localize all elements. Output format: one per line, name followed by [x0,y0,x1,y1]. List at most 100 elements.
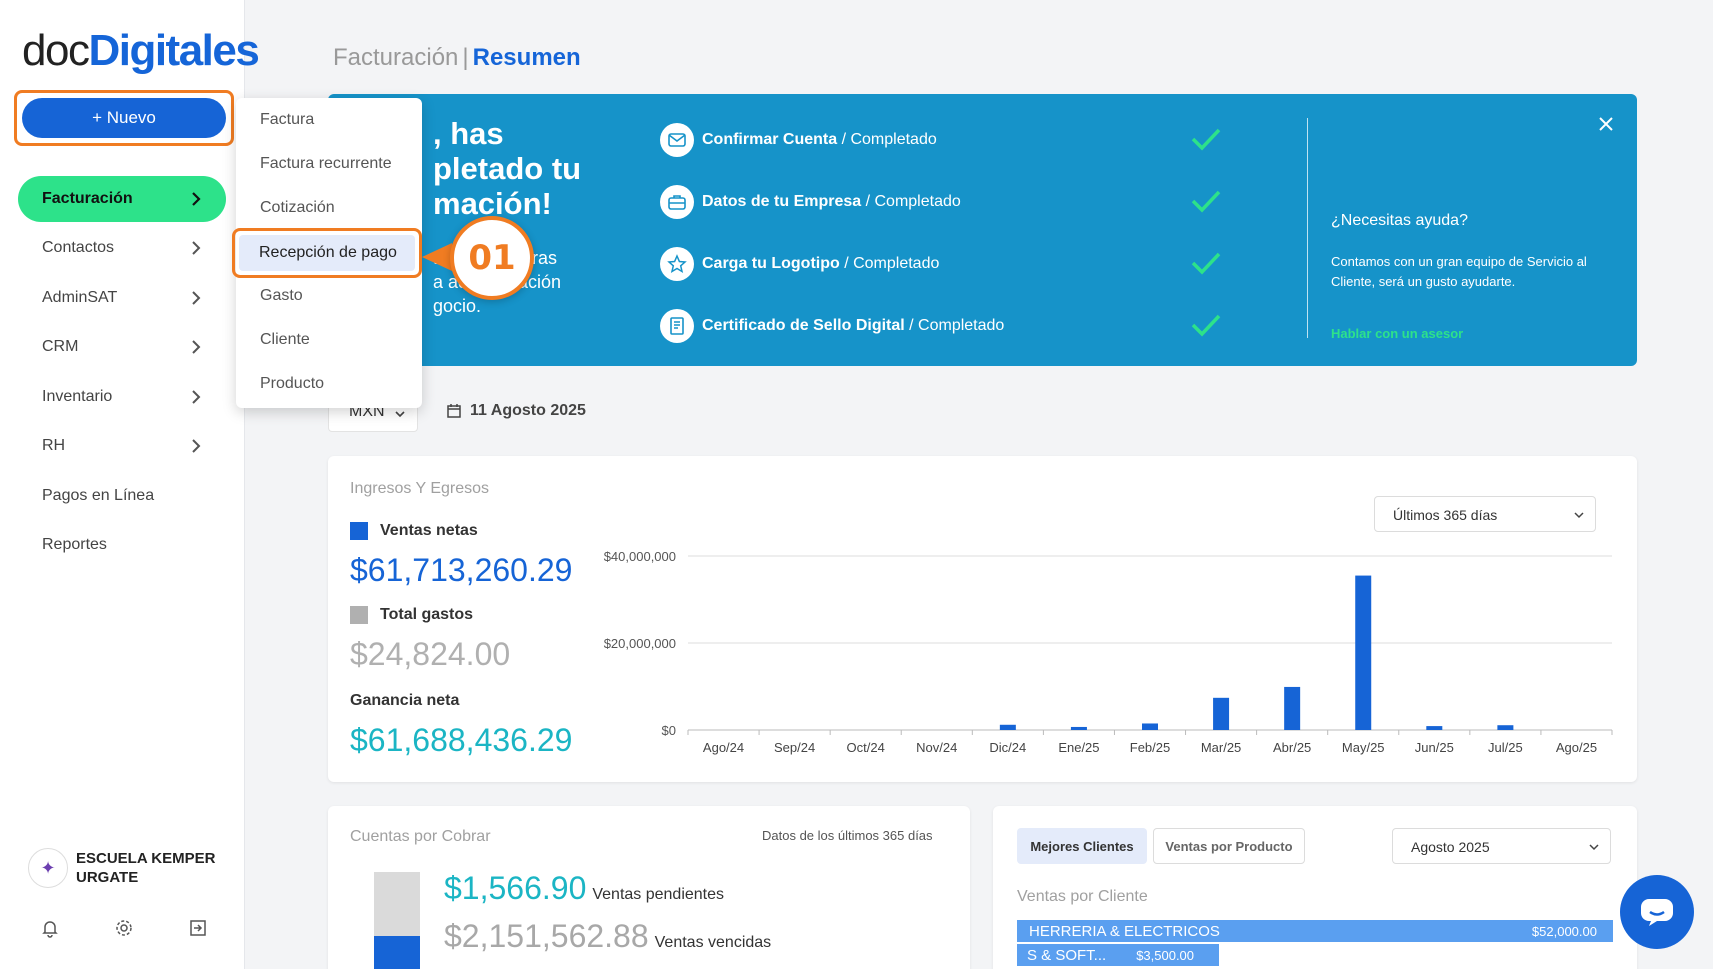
step-status: / Completado [837,131,937,148]
chevron-down-icon [1574,512,1584,519]
receivable-note: Datos de los últimos 365 días [762,828,933,843]
check-icon [1191,190,1221,213]
x-tick-label: Ago/24 [703,740,744,755]
date-picker[interactable]: 11 Agosto 2025 [446,402,586,420]
legend-ganancia: Ganancia neta [350,692,459,710]
legend-ventas: Ventas netas [350,522,478,540]
ventas-netas-value: $61,713,260.29 [350,552,573,588]
top-clients-card: Mejores Clientes Ventas por Producto Ago… [993,806,1637,969]
step-logo: Carga tu Logotipo / Completado [660,244,1260,284]
date-value: 11 Agosto 2025 [470,402,586,419]
gear-icon[interactable] [114,918,134,938]
x-tick-label: Jul/25 [1488,740,1523,755]
menu-item-cotizacion[interactable]: Cotización [260,199,335,216]
company-switcher[interactable]: ✦ ESCUELA KEMPER URGATE [28,848,226,888]
income-card-title: Ingresos Y Egresos [350,480,490,497]
bar-Jun-25 [1426,726,1443,730]
sidebar-item-inventario[interactable]: Inventario [18,374,226,420]
legend-swatch-ventas [350,522,368,540]
legend-label: Ganancia neta [350,692,460,709]
certificate-icon [660,309,694,343]
step-status: / Completado [839,255,940,272]
x-tick-label: Sep/24 [774,740,815,755]
y-tick-label: $20,000,000 [604,636,676,651]
menu-item-producto[interactable]: Producto [260,375,325,392]
sidebar-item-adminsat[interactable]: AdminSAT [18,275,226,321]
sidebar-item-facturacion[interactable]: Facturación [18,176,226,222]
overdue-label: Ventas vencidas [654,934,772,951]
pending-row: $1,566.90 Ventas pendientes [444,870,724,907]
new-button[interactable]: + Nuevo [22,98,226,138]
bar-Ene-25 [1070,726,1087,730]
sidebar-item-pagos-en-linea[interactable]: Pagos en Línea [18,473,226,519]
step-title: Carga tu Logotipo [702,255,840,272]
client-name: HERRERIA & ELECTRICOS [1029,922,1220,940]
sidebar-footer-icons [40,918,208,938]
income-bar-chart: $0 $20,000,000 $40,000,000 Ago/24 Sep/24 Oct/… [604,549,1613,755]
x-tick-label: Dic/24 [989,740,1026,755]
menu-item-label: Recepción de pago [259,244,397,261]
menu-item-factura-recurrente[interactable]: Factura recurrente [260,155,392,172]
menu-item-recepcion-de-pago[interactable]: Recepción de pago [232,228,422,278]
sidebar-item-label: Pagos en Línea [42,487,155,504]
step-title: Certificado de Sello Digital [702,317,905,334]
page-title: Facturación | Resumen [333,44,581,72]
sidebar-item-contactos[interactable]: Contactos [18,225,226,271]
sidebar-item-reportes[interactable]: Reportes [18,522,226,568]
chevron-right-icon [192,241,201,255]
breadcrumb-separator: | [462,44,469,71]
briefcase-icon [660,185,694,219]
legend-label: Ventas netas [380,522,478,539]
company-name: ESCUELA KEMPER URGATE [76,850,216,886]
sidebar-item-label: Inventario [42,388,113,405]
sidebar-item-label: CRM [42,338,79,355]
receivable-stacked-bar [374,872,420,969]
sidebar-item-crm[interactable]: CRM [18,324,226,370]
sidebar-item-rh[interactable]: RH [18,423,226,469]
tab-mejores-clientes[interactable]: Mejores Clientes [1017,828,1147,864]
chevron-right-icon [192,340,201,354]
bar-Mar-25 [1213,697,1230,730]
contact-advisor-link[interactable]: Hablar con un asesor [1331,326,1464,341]
month-select-value: Agosto 2025 [1411,839,1490,855]
breadcrumb-section[interactable]: Facturación [333,44,459,71]
help-text: Contamos con un gran equipo de Servicio … [1331,254,1587,289]
tab-ventas-por-producto[interactable]: Ventas por Producto [1153,828,1305,864]
bar-Abr-25 [1284,686,1301,730]
chevron-right-icon [192,390,201,404]
menu-item-factura[interactable]: Factura [260,111,315,128]
bar-segment-pendientes [374,872,420,936]
menu-item-gasto[interactable]: Gasto [260,287,303,304]
new-button-highlight: + Nuevo [14,90,234,146]
close-icon[interactable] [1596,114,1616,134]
logout-icon[interactable] [188,918,208,938]
clients-subtitle: Ventas por Cliente [1017,888,1148,905]
chevron-right-icon [192,192,201,206]
brand-logo[interactable]: docDigitales [22,26,260,76]
step-digital-seal: Certificado de Sello Digital / Completad… [660,306,1260,346]
x-tick-label: Oct/24 [847,740,885,755]
logo-part-digitales: Digitales [88,26,259,75]
check-icon [1191,252,1221,275]
x-tick-label: Nov/24 [916,740,957,755]
onboarding-banner: , has pletado tu mación! a cturas a adm … [328,94,1637,366]
month-select[interactable]: Agosto 2025 [1392,828,1611,864]
range-select-value: Últimos 365 días [1393,507,1498,523]
x-tick-label: Mar/25 [1201,740,1241,755]
overdue-value: $2,151,562.88 [444,918,649,954]
check-icon [1191,314,1221,337]
star-icon [660,247,694,281]
overdue-row: $2,151,562.88 Ventas vencidas [444,918,771,955]
x-tick-label: Ene/25 [1058,740,1099,755]
check-icon [1191,128,1221,151]
step-status: / Completado [904,317,1005,334]
legend-gastos: Total gastos [350,606,473,624]
menu-item-cliente[interactable]: Cliente [260,331,310,348]
step-title: Datos de tu Empresa [702,193,862,210]
step-company-data: Datos de tu Empresa / Completado [660,182,1260,222]
range-select[interactable]: Últimos 365 días [1374,496,1596,532]
bell-icon[interactable] [40,918,60,938]
sidebar-item-label: AdminSAT [42,289,118,306]
client-amount: $3,500.00 [1136,947,1195,963]
chat-support-button[interactable] [1620,875,1694,949]
